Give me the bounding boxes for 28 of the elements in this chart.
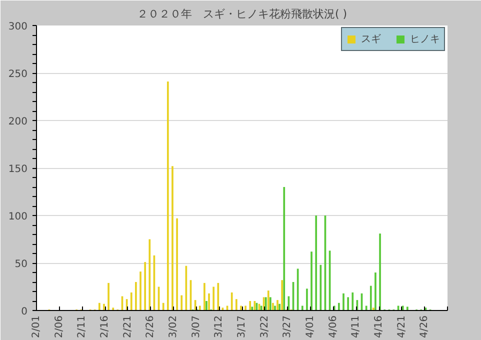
x-tick-label: 2/01 [31, 315, 42, 338]
x-tick-label: 2/21 [122, 315, 134, 338]
x-tick-label: 3/17 [236, 315, 248, 338]
x-tick-label: 4/11 [350, 315, 362, 338]
y-tick-label: 50 [14, 259, 28, 270]
chart-title: ２０２０年 スギ・ヒノキ花粉飛散状況( ) [136, 8, 348, 20]
x-tick-label: 2/06 [54, 315, 65, 338]
x-tick-label: 3/07 [190, 315, 202, 338]
x-tick-label: 2/26 [145, 315, 156, 338]
legend-label: ヒノキ [410, 33, 440, 46]
y-tick-label: 250 [8, 69, 28, 80]
x-tick-label: 3/02 [168, 315, 179, 338]
x-tick-label: 2/11 [76, 315, 88, 338]
y-tick-label: 200 [8, 116, 28, 128]
x-tick-label: 4/01 [305, 315, 316, 338]
x-tick-label: 4/06 [328, 315, 339, 338]
x-tick-label: 4/16 [374, 315, 384, 338]
y-tick-label: 300 [8, 22, 28, 32]
y-tick-label: 0 [21, 306, 28, 318]
x-tick-label: 4/26 [419, 315, 430, 338]
x-tick-label: 2/16 [100, 315, 110, 338]
legend-label: スギ [361, 33, 381, 46]
x-tick-label: 3/22 [259, 315, 270, 338]
x-tick-label: 3/12 [214, 315, 225, 338]
x-tick-label: 4/21 [396, 315, 408, 338]
y-tick-label: 150 [8, 164, 28, 175]
y-tick-label: 100 [8, 212, 28, 222]
x-tick-label: 3/27 [282, 315, 294, 338]
